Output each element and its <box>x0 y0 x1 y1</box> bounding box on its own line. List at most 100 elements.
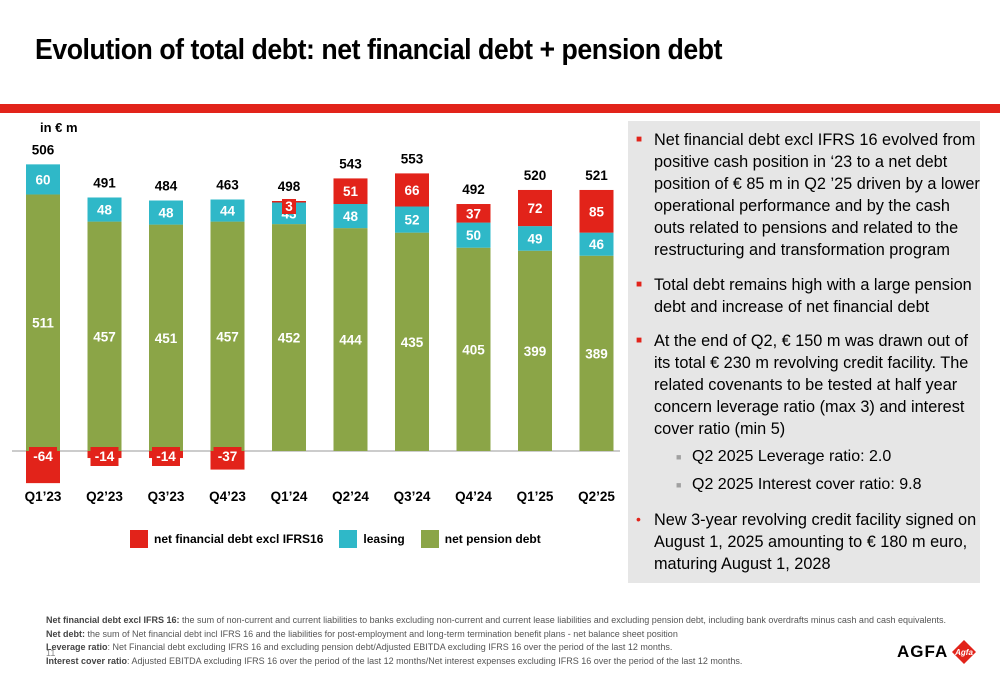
bullet-text: At the end of Q2, € 150 m was drawn out … <box>654 332 969 438</box>
sub-bullet-square-icon: ■ <box>676 452 682 462</box>
bar-total-label: 463 <box>216 177 239 192</box>
bar-total-label: 498 <box>278 179 301 194</box>
bar-value-label: 60 <box>35 172 50 187</box>
page-number: 11 <box>46 648 56 658</box>
bar-value-label: 46 <box>589 237 605 252</box>
sub-bullet-text: Q2 2025 Leverage ratio: 2.0 <box>692 448 892 465</box>
legend-item-net-pension-debt: net pension debt <box>420 530 541 548</box>
page-title: Evolution of total debt: net financial d… <box>35 34 723 66</box>
negative-value-callout <box>152 447 180 466</box>
bar-value-label: -37 <box>218 449 238 464</box>
bar-value-label: 399 <box>524 344 547 359</box>
bar-value-label: 85 <box>589 204 605 219</box>
bar-value-label: 48 <box>343 209 359 224</box>
bar-leasing <box>395 206 429 233</box>
x-tick-label: Q2’24 <box>332 489 369 504</box>
bar-value-label: 444 <box>339 333 362 348</box>
bullet-text: New 3-year revolving credit facility sig… <box>654 511 977 573</box>
bar-net-pension-debt <box>333 228 368 451</box>
bar-leasing <box>26 164 60 195</box>
sub-bullet-square-icon: ■ <box>676 480 682 490</box>
sub-bullet-text: Q2 2025 Interest cover ratio: 9.8 <box>692 476 922 493</box>
bar-leasing <box>149 200 183 225</box>
x-tick-label: Q3’24 <box>394 489 431 504</box>
bar-net-financial-debt <box>456 204 491 223</box>
bar-leasing <box>210 199 245 222</box>
footnote-line: Leverage ratio: Net Financial debt exclu… <box>46 642 673 653</box>
logo-text: AGFA <box>897 642 949 661</box>
negative-value-callout <box>90 447 119 466</box>
bar-value-label: 37 <box>466 206 481 221</box>
bar-leasing <box>518 226 552 251</box>
legend-label: net financial debt excl IFRS16 <box>154 532 324 546</box>
negative-value-callout <box>29 447 57 482</box>
bar-value-label: 48 <box>97 203 113 218</box>
bar-net-financial-debt <box>395 173 429 207</box>
agfa-logo: AGFA Agfa <box>897 639 977 665</box>
bar-total-label: 506 <box>32 142 55 157</box>
bar-value-label: 3 <box>285 199 293 214</box>
bar-value-label: -14 <box>156 449 176 464</box>
small-value-callout <box>282 199 296 215</box>
bar-total-label: 484 <box>155 179 178 194</box>
legend-swatch-red <box>130 530 148 548</box>
legend-item-net-financial-debt: net financial debt excl IFRS16 <box>130 530 323 548</box>
bar-value-label: 435 <box>401 335 424 350</box>
x-tick-label: Q3’23 <box>148 489 185 504</box>
bullet-square-icon: ■ <box>636 279 643 290</box>
bar-value-label: 48 <box>158 206 174 221</box>
bar-value-label: 50 <box>466 228 481 243</box>
x-tick-label: Q1’23 <box>25 489 62 504</box>
x-tick-label: Q4’24 <box>455 489 492 504</box>
legend-swatch-teal <box>339 530 358 548</box>
bar-net-pension-debt <box>87 221 122 451</box>
footnote-line: Net debt: the sum of Net financial debt … <box>46 628 678 639</box>
bar-total-label: 492 <box>462 182 485 197</box>
bar-net-pension-debt <box>579 255 614 451</box>
stacked-bar-chart: 511 60 -64 506 Q1’23 457 48 -14 491 Q2’23 451 48 -14… <box>12 142 620 504</box>
legend-swatch-green <box>420 530 439 548</box>
svg-text:Agfa: Agfa <box>954 648 973 657</box>
bar-net-pension-debt <box>26 194 60 451</box>
x-tick-label: Q2’25 <box>578 489 615 504</box>
footnotes: Net financial debt excl IFRS 16: the sum… <box>46 614 946 668</box>
bar-value-label: -14 <box>95 449 115 464</box>
x-tick-label: Q1’24 <box>271 489 308 504</box>
legend-item-leasing: leasing <box>339 530 405 548</box>
footnote-line: Net financial debt excl IFRS 16: the sum… <box>46 615 946 625</box>
bullet-square-icon: ■ <box>636 134 643 145</box>
bar-value-label: 49 <box>527 231 542 246</box>
bar-value-label: 511 <box>32 316 54 331</box>
bar-total-label: 543 <box>339 156 362 171</box>
bar-value-label: 457 <box>216 329 239 344</box>
bar-value-label: 451 <box>155 331 178 346</box>
bullet-dot-icon: • <box>636 511 641 527</box>
bullet-text: Total debt remains high with a large pen… <box>654 276 972 316</box>
bar-leasing <box>333 204 368 229</box>
bar-value-label: 52 <box>404 213 419 228</box>
bar-value-label: 405 <box>462 342 485 357</box>
bar-total-label: 491 <box>93 175 116 190</box>
bar-leasing <box>456 222 491 248</box>
bar-value-label: 44 <box>220 204 236 219</box>
bar-net-financial-debt <box>579 189 614 233</box>
bar-total-label: 553 <box>401 151 424 166</box>
bar-value-label: 72 <box>527 201 542 216</box>
bar-total-label: 520 <box>524 168 547 183</box>
bar-net-pension-debt <box>149 224 183 451</box>
chart-legend: net financial debt excl IFRS16 leasing n… <box>130 530 557 548</box>
legend-label: leasing <box>363 532 405 546</box>
bar-total-label: 521 <box>585 168 608 183</box>
bar-net-financial-debt <box>333 178 368 205</box>
bullet-text: Net financial debt excl IFRS 16 evolved … <box>654 131 980 259</box>
accent-divider <box>0 104 1000 113</box>
bar-value-label: 452 <box>278 331 301 346</box>
bar-net-pension-debt <box>210 221 245 451</box>
bar-value-label: 51 <box>343 184 359 199</box>
x-tick-label: Q1’25 <box>517 489 554 504</box>
bar-leasing <box>87 197 122 222</box>
bar-net-financial-debt <box>518 189 552 227</box>
bar-net-pension-debt <box>456 247 491 451</box>
bar-value-label: 389 <box>585 346 608 361</box>
bar-value-label: -64 <box>33 449 53 464</box>
